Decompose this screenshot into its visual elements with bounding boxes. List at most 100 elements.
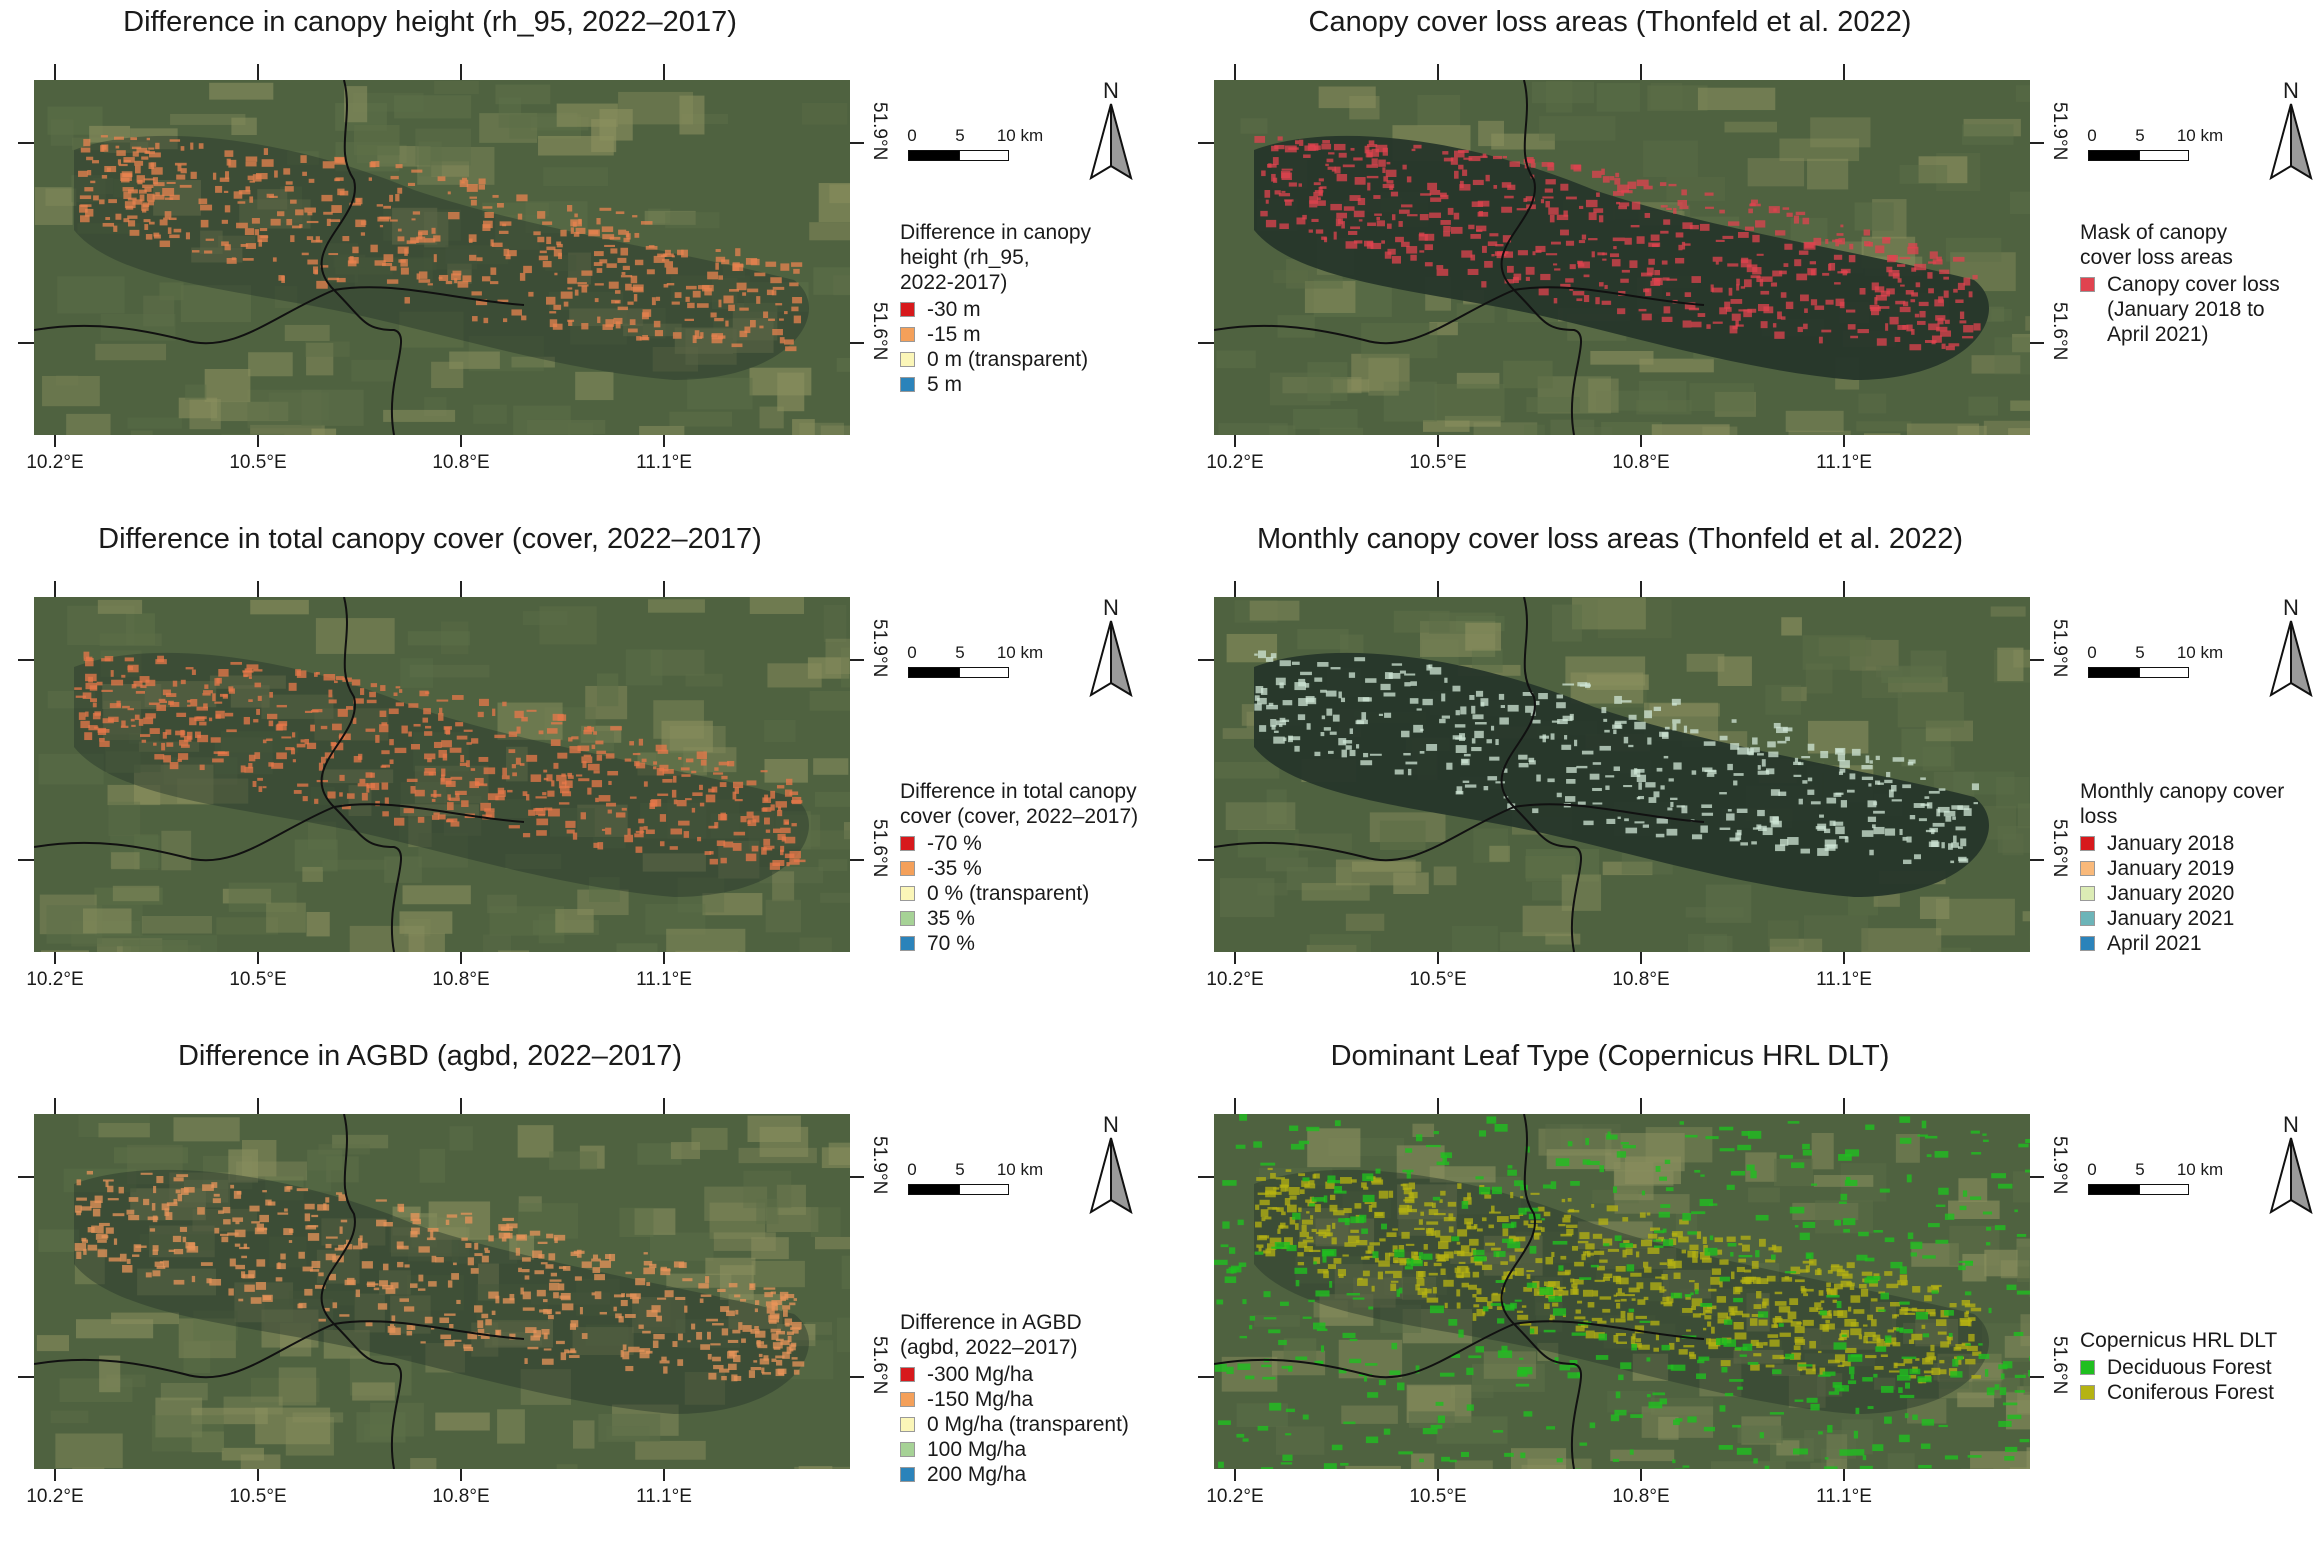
scale-bar-white xyxy=(2139,1184,2189,1195)
legend-label: April 2021) xyxy=(2107,323,2209,346)
map-image xyxy=(34,1114,850,1469)
lon-tick-bottom xyxy=(1843,435,1845,447)
lon-tick-label: 10.8°E xyxy=(432,452,490,473)
legend-label: 100 Mg/ha xyxy=(927,1438,1027,1461)
lon-tick-top xyxy=(1640,64,1642,80)
lon-tick-top xyxy=(54,64,56,80)
map-legend: Difference in AGBD (agbd, 2022–2017) -300 … xyxy=(900,1310,1129,1487)
legend-item: April 2021) xyxy=(2080,322,2280,347)
map-legend: Monthly canopy cover loss January 2018 Janu… xyxy=(2080,779,2284,956)
lon-tick-top xyxy=(1437,581,1439,597)
lat-tick-label: 51.6°N xyxy=(869,819,890,878)
state-border xyxy=(320,597,403,952)
state-border xyxy=(1500,1114,1583,1469)
lat-tick-left xyxy=(1198,659,1214,661)
legend-item: -35 % xyxy=(900,856,1138,881)
lat-tick-right xyxy=(2030,1176,2044,1178)
lat-tick-label: 51.6°N xyxy=(869,302,890,361)
forest-area xyxy=(74,135,809,380)
legend-title: Difference in total canopy cover (cover, … xyxy=(900,779,1138,829)
lon-tick-label: 11.1°E xyxy=(1816,1486,1872,1507)
legend-label: January 2021 xyxy=(2107,907,2235,930)
lon-tick-bottom xyxy=(1843,1469,1845,1481)
legend-swatch xyxy=(900,1392,915,1407)
panel-title: Difference in total canopy cover (cover,… xyxy=(98,523,762,555)
lon-tick-bottom xyxy=(257,435,259,447)
state-border xyxy=(1214,803,1705,862)
legend-label: 5 m xyxy=(927,373,963,396)
map-image xyxy=(34,597,850,952)
lon-tick-top xyxy=(1234,581,1236,597)
lon-tick-label: 10.2°E xyxy=(26,1486,84,1507)
scale-bar-black xyxy=(908,1184,960,1195)
panel-agbd: Difference in AGBD (agbd, 2022–2017) 10.2… xyxy=(0,1034,1160,1551)
lon-tick-label: 10.5°E xyxy=(229,1486,287,1507)
panel-leaf-type: Dominant Leaf Type (Copernicus HRL DLT) 1… xyxy=(1180,1034,2320,1551)
lat-tick-label: 51.9°N xyxy=(2049,619,2070,678)
panel-canopy-height: Difference in canopy height (rh_95, 2022… xyxy=(0,0,1160,517)
legend-label: -300 Mg/ha xyxy=(927,1363,1034,1386)
legend-label: -30 m xyxy=(927,298,981,321)
lat-tick-left xyxy=(1198,142,1214,144)
state-border xyxy=(320,80,403,435)
legend-title-line: cover (cover, 2022–2017) xyxy=(900,805,1139,828)
panel-monthly-loss: Monthly canopy cover loss areas (Thonfel… xyxy=(1180,517,2320,1034)
lon-tick-bottom xyxy=(54,1469,56,1481)
scale-bar: 0 5 10 km xyxy=(2087,643,2223,679)
lon-tick-top xyxy=(663,581,665,597)
legend-title: Copernicus HRL DLT xyxy=(2080,1328,2277,1353)
legend-label: -70 % xyxy=(927,832,982,855)
legend-item: 35 % xyxy=(900,906,1138,931)
legend-item: 0 Mg/ha (transparent) xyxy=(900,1412,1129,1437)
lon-tick-bottom xyxy=(1234,435,1236,447)
lat-tick-label: 51.6°N xyxy=(2049,1336,2070,1395)
legend-label: -15 m xyxy=(927,323,981,346)
lon-tick-top xyxy=(1437,1098,1439,1114)
lat-tick-left xyxy=(18,142,34,144)
scale-bar-black xyxy=(2088,150,2140,161)
lat-tick-left xyxy=(1198,859,1214,861)
lon-tick-label: 10.5°E xyxy=(229,452,287,473)
legend-label: Canopy cover loss xyxy=(2107,273,2280,296)
lon-tick-label: 10.5°E xyxy=(1409,969,1467,990)
lat-tick-left xyxy=(18,1376,34,1378)
satellite-basemap xyxy=(34,80,850,435)
north-arrow-icon xyxy=(1089,103,1133,181)
lat-tick-right xyxy=(850,1376,864,1378)
legend-label: January 2020 xyxy=(2107,882,2235,905)
legend-swatch xyxy=(900,327,915,342)
legend-title-line: Mask of canopy xyxy=(2080,221,2228,244)
legend-item: -15 m xyxy=(900,322,1091,347)
lon-tick-bottom xyxy=(257,1469,259,1481)
legend-item: January 2019 xyxy=(2080,856,2284,881)
lon-tick-bottom xyxy=(1640,952,1642,964)
lon-tick-label: 10.8°E xyxy=(1612,452,1670,473)
lon-tick-bottom xyxy=(54,435,56,447)
legend-item: January 2018 xyxy=(2080,831,2284,856)
scale-bar-black xyxy=(2088,1184,2140,1195)
legend-swatch xyxy=(900,936,915,951)
lon-tick-label: 10.8°E xyxy=(1612,1486,1670,1507)
legend-item: 0 m (transparent) xyxy=(900,347,1091,372)
lat-tick-right xyxy=(850,1176,864,1178)
legend-swatch xyxy=(2080,886,2095,901)
lon-tick-bottom xyxy=(1640,435,1642,447)
lon-tick-top xyxy=(1234,64,1236,80)
panel-loss-areas: Canopy cover loss areas (Thonfeld et al.… xyxy=(1180,0,2320,517)
lon-tick-bottom xyxy=(1234,1469,1236,1481)
panel-title: Monthly canopy cover loss areas (Thonfel… xyxy=(1256,523,1964,555)
lon-tick-label: 10.2°E xyxy=(26,969,84,990)
legend-swatch xyxy=(2080,277,2095,292)
scale-bar-white xyxy=(959,150,1009,161)
legend-swatch xyxy=(2080,1385,2095,1400)
legend-title: Mask of canopy cover loss areas xyxy=(2080,220,2280,270)
lon-tick-label: 10.2°E xyxy=(26,452,84,473)
lon-tick-bottom xyxy=(1640,1469,1642,1481)
legend-label: January 2018 xyxy=(2107,832,2235,855)
map-legend: Difference in total canopy cover (cover, … xyxy=(900,779,1138,956)
forest-area xyxy=(1254,135,1989,380)
legend-item: Deciduous Forest xyxy=(2080,1355,2277,1380)
legend-item: -150 Mg/ha xyxy=(900,1387,1129,1412)
map-legend: Copernicus HRL DLT Deciduous Forest Conife… xyxy=(2080,1328,2277,1405)
legend-item: Coniferous Forest xyxy=(2080,1380,2277,1405)
